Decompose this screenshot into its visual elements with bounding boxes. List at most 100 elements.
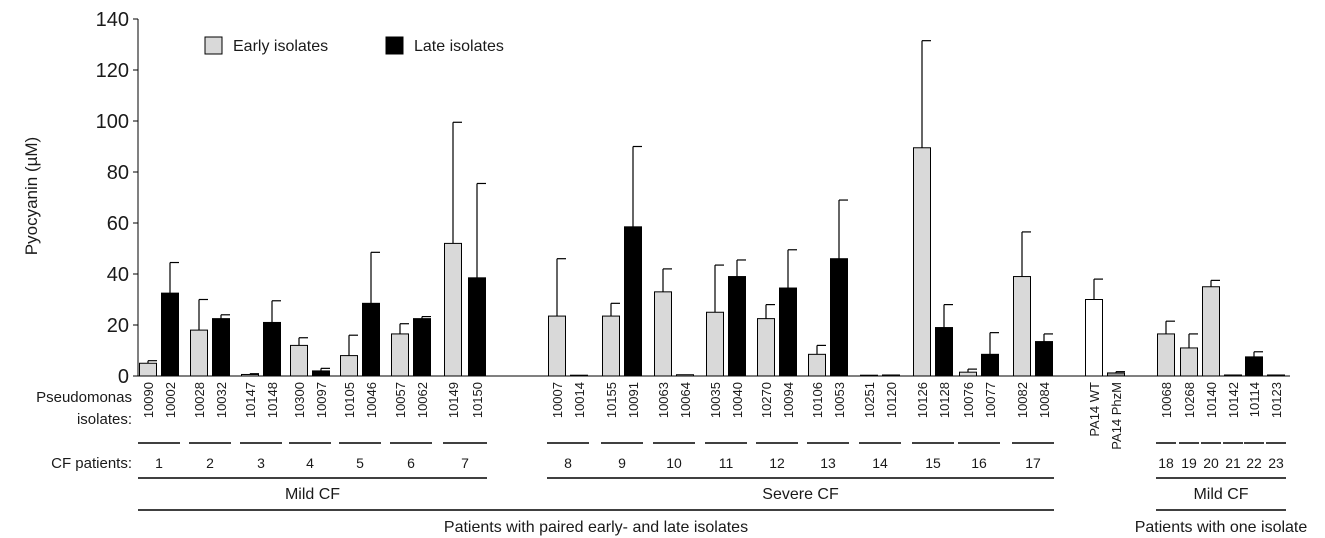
patient-labels: 1 2 3 4 5 6 7 8 9 10 11 12 13 14 15 16 17 18 19 20 21 22 23 — [138, 442, 1286, 471]
legend-label-early: Early isolates — [233, 38, 328, 55]
bar-10105 — [340, 355, 358, 377]
bar-10035 — [706, 311, 724, 377]
bar-10120 — [882, 374, 900, 377]
isolate-label: 10084 — [1037, 382, 1052, 418]
isolate-label: 10094 — [781, 382, 796, 418]
bar-10155 — [602, 315, 620, 377]
y-tick-label: 100 — [96, 111, 129, 133]
isolate-label: 10140 — [1204, 382, 1219, 418]
isolates-row-label: isolates: — [77, 411, 132, 428]
isolate-label: 10142 — [1226, 382, 1241, 418]
isolate-label: 10064 — [678, 382, 693, 418]
bar-10053 — [830, 258, 848, 377]
patient-number: 5 — [356, 455, 364, 471]
bar-10063 — [654, 291, 672, 377]
bar-10090 — [139, 362, 157, 377]
patient-number: 22 — [1246, 455, 1262, 471]
isolate-label: 10032 — [214, 382, 229, 418]
patient-number: 3 — [257, 455, 265, 471]
bar-10140 — [1202, 286, 1220, 377]
y-tick-label: 80 — [107, 162, 129, 184]
isolate-label: PA14 PhzM — [1109, 382, 1124, 450]
bar-PA14-PhzM — [1107, 372, 1125, 377]
isolate-label: 10076 — [961, 382, 976, 418]
patient-number: 20 — [1203, 455, 1219, 471]
severity-label: Mild CF — [285, 486, 340, 503]
isolate-label: 10150 — [470, 382, 485, 418]
severity-label: Mild CF — [1193, 486, 1248, 503]
bar-10251 — [860, 374, 878, 377]
patient-number: 11 — [719, 455, 734, 471]
y-tick-label: 140 — [96, 9, 129, 31]
isolate-label: 10106 — [810, 382, 825, 418]
patient-number: 12 — [769, 455, 785, 471]
patient-number: 21 — [1225, 455, 1241, 471]
patient-number: 23 — [1268, 455, 1284, 471]
bar-10084 — [1035, 341, 1053, 377]
isolate-label: 10147 — [243, 382, 258, 418]
isolate-label: 10270 — [759, 382, 774, 418]
isolate-label: 10053 — [832, 382, 847, 418]
isolate-label: 10251 — [862, 382, 877, 418]
cohort-label: Patients with paired early- and late iso… — [444, 519, 748, 536]
bar-10094 — [779, 287, 797, 377]
bar-10028 — [190, 329, 208, 377]
isolate-label: 10149 — [446, 382, 461, 418]
patient-number: 13 — [820, 455, 836, 471]
legend-swatch-early — [204, 36, 223, 55]
isolate-label: 10123 — [1269, 382, 1284, 418]
patient-number: 16 — [971, 455, 987, 471]
patient-number: 18 — [1158, 455, 1174, 471]
bar-10268 — [1180, 347, 1198, 377]
isolate-label: 10126 — [915, 382, 930, 418]
bar-10106 — [808, 353, 826, 377]
isolate-label: PA14 WT — [1087, 382, 1102, 437]
patient-number: 6 — [407, 455, 415, 471]
patient-number: 7 — [461, 455, 469, 471]
bar-10150 — [468, 277, 486, 377]
bar-10077 — [981, 353, 999, 377]
bar-10062 — [413, 318, 431, 377]
bar-10270 — [757, 318, 775, 377]
cohort-label: Patients with one isolate — [1135, 519, 1308, 536]
y-axis-label: Pyocyanin (µM) — [22, 137, 41, 255]
isolate-label: 10120 — [884, 382, 899, 418]
bar-10032 — [212, 318, 230, 377]
isolate-label: 10040 — [730, 382, 745, 418]
y-tick-label: 0 — [118, 366, 129, 388]
isolate-label: 10300 — [292, 382, 307, 418]
bar-10300 — [290, 344, 308, 377]
isolate-label: 10046 — [364, 382, 379, 418]
patient-number: 14 — [872, 455, 888, 471]
isolate-label: 10105 — [342, 382, 357, 418]
isolate-labels: 10090 10002 10028 10032 10147 10148 10300 10097… — [141, 382, 1284, 450]
legend-swatch-late — [385, 36, 404, 55]
isolate-label: 10068 — [1159, 382, 1174, 418]
isolate-label: 10014 — [572, 382, 587, 418]
y-tick-label: 20 — [107, 315, 129, 337]
legend-label-late: Late isolates — [414, 38, 504, 55]
bar-10148 — [263, 321, 281, 377]
y-tick-label: 120 — [96, 60, 129, 82]
y-tick-label: 40 — [107, 264, 129, 286]
patient-number: 4 — [306, 455, 314, 471]
legend: Early isolates Late isolates — [204, 36, 504, 55]
group-brackets: Mild CF Severe CF Mild CF Patients with pai… — [138, 477, 1308, 536]
bar-10097 — [312, 370, 330, 377]
patient-number: 10 — [666, 455, 682, 471]
patient-number: 19 — [1181, 455, 1197, 471]
isolate-label: 10077 — [983, 382, 998, 418]
isolate-label: 10062 — [415, 382, 430, 418]
bars — [139, 40, 1285, 377]
y-tick-label: 60 — [107, 213, 129, 235]
isolate-label: 10090 — [141, 382, 156, 418]
bar-10014 — [570, 374, 588, 377]
patient-number: 2 — [206, 455, 214, 471]
bar-10126 — [913, 147, 931, 377]
bar-10091 — [624, 226, 642, 377]
isolate-label: 10057 — [393, 382, 408, 418]
severity-label: Severe CF — [762, 486, 839, 503]
isolate-label: 10028 — [192, 382, 207, 418]
patient-number: 15 — [925, 455, 941, 471]
patient-number: 8 — [564, 455, 572, 471]
